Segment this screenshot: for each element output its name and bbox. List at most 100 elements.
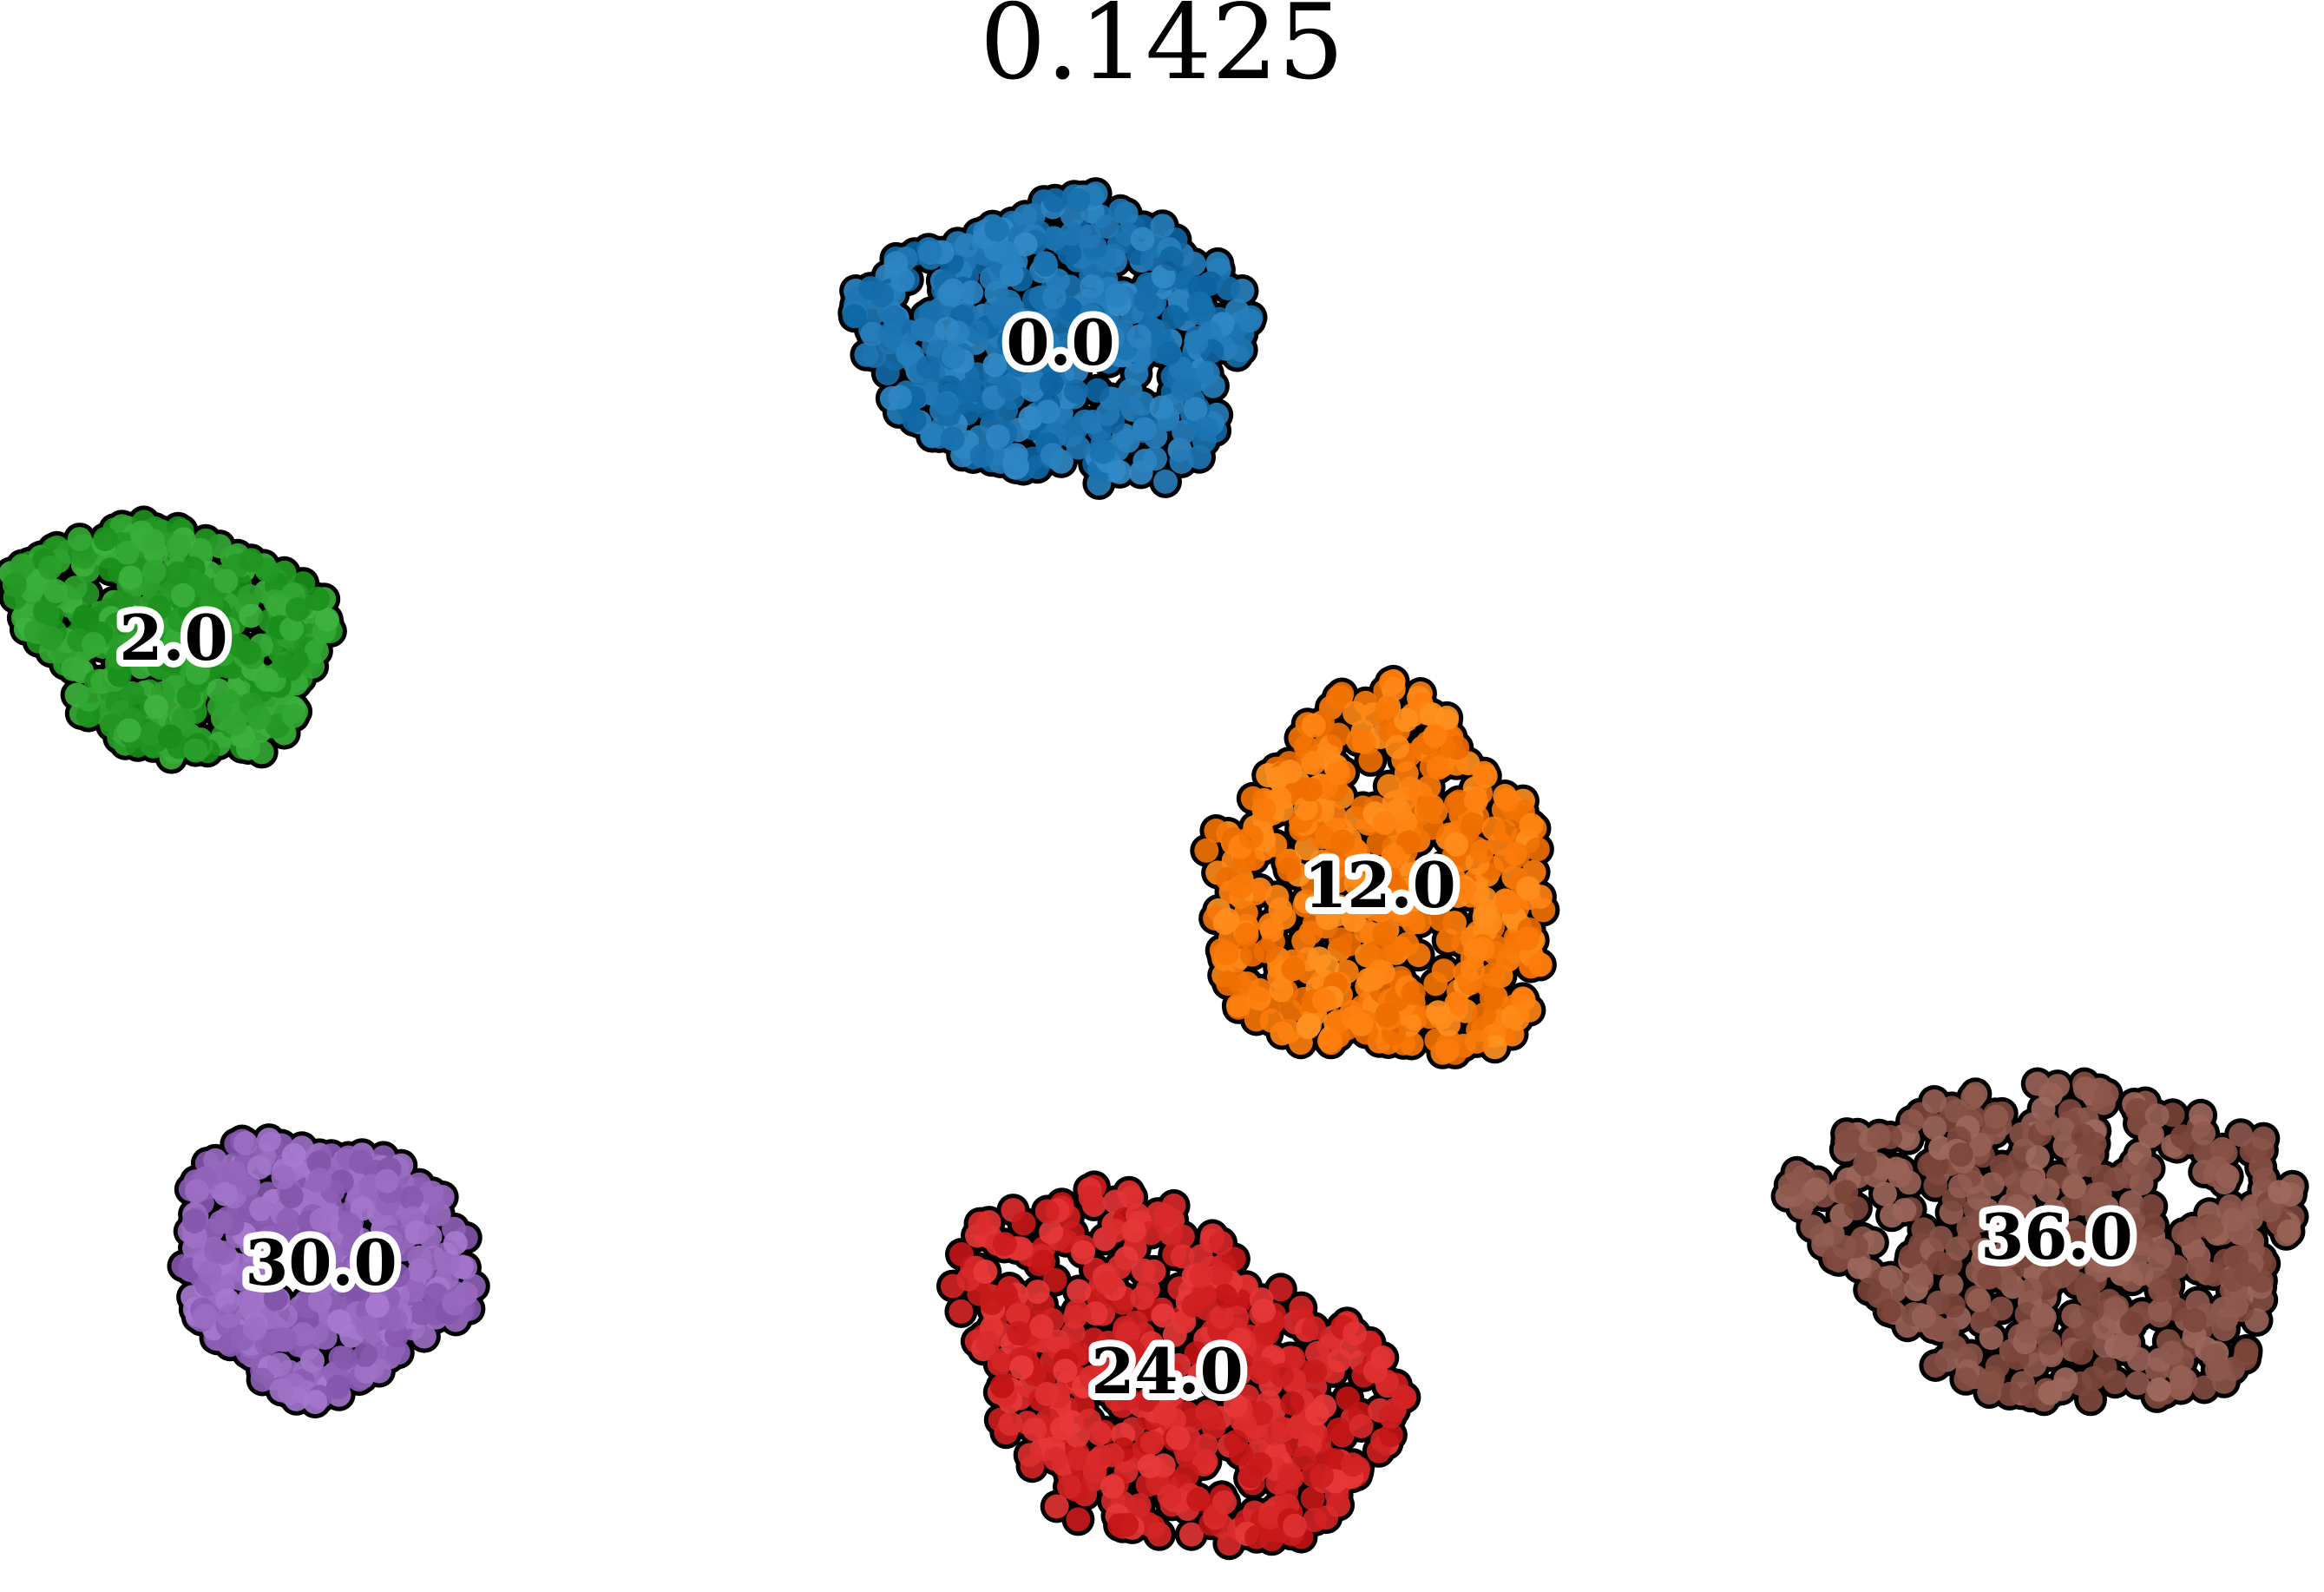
scatter-point	[1174, 1462, 1199, 1487]
scatter-point	[239, 603, 264, 628]
scatter-point	[399, 1186, 424, 1211]
scatter-point	[858, 276, 883, 301]
scatter-point	[1517, 997, 1542, 1023]
scatter-point	[417, 1224, 443, 1249]
scatter-point	[1341, 907, 1366, 932]
scatter-point	[1057, 1474, 1081, 1499]
scatter-point	[1493, 819, 1518, 844]
scatter-point	[1777, 1173, 1802, 1198]
scatter-point	[1035, 330, 1060, 354]
scatter-point	[337, 1213, 362, 1238]
scatter-point	[2019, 1170, 2045, 1195]
scatter-point	[1042, 1267, 1067, 1293]
scatter-point	[378, 1227, 404, 1253]
scatter-point	[1216, 276, 1241, 301]
scatter-point	[975, 1330, 1001, 1355]
scatter-point	[1464, 1029, 1489, 1054]
scatter-point	[1183, 397, 1208, 422]
scatter-point	[1878, 1265, 1903, 1290]
scatter-point	[281, 1142, 306, 1168]
scatter-point	[2081, 1365, 2106, 1391]
scatter-point	[842, 304, 867, 329]
scatter-point	[1315, 852, 1340, 877]
scatter-point	[1302, 1316, 1326, 1341]
scatter-point	[2127, 1240, 2152, 1266]
scatter-point	[1269, 1363, 1294, 1388]
scatter-point	[1494, 890, 1520, 914]
scatter-point	[935, 316, 960, 341]
scatter-point	[2229, 1122, 2254, 1148]
scatter-point	[2079, 1298, 2104, 1323]
scatter-point	[1853, 1151, 1878, 1176]
scatter-point	[1044, 1494, 1069, 1519]
scatter-point	[1394, 707, 1419, 733]
scatter-point	[435, 1251, 460, 1276]
scatter-point	[1208, 1262, 1233, 1286]
cluster-2-0: 2.0	[0, 505, 347, 774]
scatter-point	[1493, 848, 1518, 873]
scatter-point	[300, 1348, 325, 1373]
scatter-point	[2268, 1180, 2293, 1205]
scatter-point	[1832, 1234, 1857, 1260]
cluster-0-0: 0.0	[837, 177, 1268, 500]
scatter-point	[67, 527, 92, 552]
scatter-point	[1336, 1386, 1361, 1411]
scatter-point	[1463, 788, 1488, 813]
scatter-point	[1201, 1415, 1226, 1440]
scatter-point	[1908, 1263, 1933, 1288]
scatter-point	[1948, 1174, 1973, 1199]
scatter-point	[1422, 723, 1448, 748]
scatter-point	[1375, 695, 1400, 720]
scatter-point	[237, 640, 262, 665]
scatter-point	[2201, 1343, 2226, 1368]
cluster-label: 0.0	[1006, 306, 1114, 379]
scatter-point	[999, 262, 1024, 287]
scatter-point	[1966, 1186, 1992, 1211]
scatter-point	[1480, 963, 1506, 988]
scatter-point	[1035, 399, 1060, 424]
scatter-point	[2137, 1156, 2162, 1181]
scatter-point	[62, 576, 88, 601]
scatter-point	[1325, 685, 1350, 710]
scatter-point	[272, 1220, 298, 1246]
scatter-point	[350, 1196, 375, 1221]
scatter-point	[1940, 1293, 1966, 1318]
scatter-point	[1226, 1327, 1251, 1352]
scatter-point	[1298, 920, 1323, 945]
scatter-point	[2025, 1145, 2050, 1170]
scatter-point	[2159, 1340, 2184, 1365]
scatter-point	[1326, 1418, 1351, 1442]
scatter-point	[2199, 1214, 2224, 1240]
scatter-point	[263, 1286, 288, 1312]
scatter-point	[1956, 1215, 1981, 1240]
scatter-point	[1395, 931, 1420, 957]
scatter-point	[969, 444, 995, 468]
scatter-point	[1141, 1259, 1166, 1284]
scatter-point	[237, 583, 262, 609]
scatter-point	[1977, 1265, 2002, 1290]
scatter-point	[312, 1326, 338, 1350]
scatter-point	[2005, 1194, 2030, 1219]
scatter-point	[348, 1149, 373, 1174]
scatter-point	[1157, 1483, 1182, 1509]
scatter-point	[1146, 319, 1172, 345]
scatter-point	[2007, 1147, 2032, 1172]
scatter-point	[1115, 1321, 1140, 1345]
scatter-point	[306, 1150, 332, 1175]
scatter-point	[1451, 878, 1476, 903]
scatter-point	[2192, 1160, 2217, 1185]
scatter-point	[1803, 1177, 1828, 1202]
scatter-point	[2062, 1174, 2087, 1200]
scatter-point	[1210, 1305, 1234, 1330]
scatter-point	[1912, 1304, 1936, 1329]
scatter-point	[250, 1367, 275, 1392]
scatter-point	[984, 217, 1009, 242]
scatter-point	[314, 607, 339, 632]
scatter-point	[862, 343, 887, 368]
cluster-points	[1775, 1071, 2305, 1412]
scatter-point	[156, 648, 181, 673]
scatter-point	[269, 1378, 294, 1403]
scatter-point	[1857, 1277, 1882, 1302]
scatter-point	[2125, 1371, 2150, 1396]
scatter-point	[443, 1231, 468, 1256]
